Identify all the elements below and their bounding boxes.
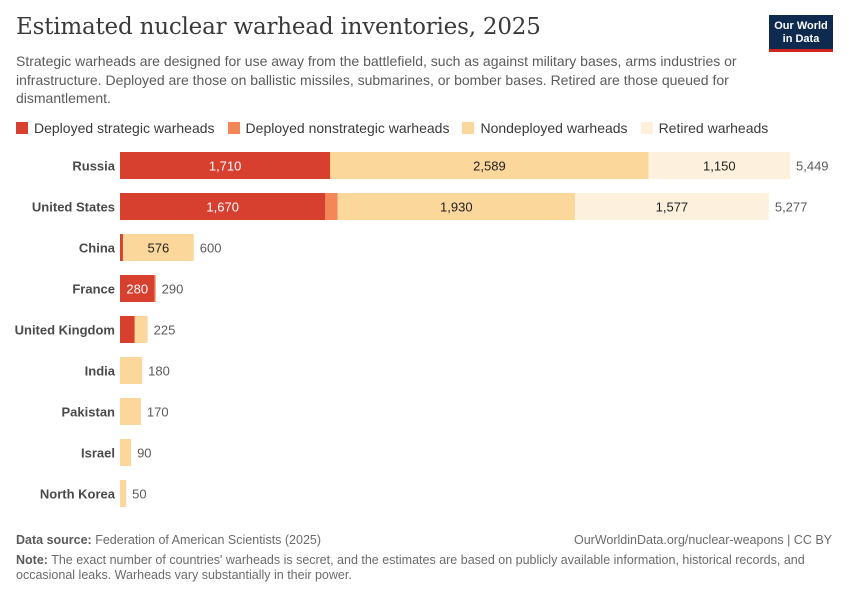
bar-total-label: 170 bbox=[147, 405, 169, 420]
bar-segment-deployed-nonstrategic-warheads bbox=[325, 193, 338, 220]
bar-total-label: 600 bbox=[200, 241, 222, 256]
bar-value-label: 1,150 bbox=[703, 159, 736, 174]
country-label: China bbox=[79, 241, 116, 256]
bar-segment-nondeployed-warheads bbox=[120, 357, 143, 384]
legend-item-retired[interactable]: Retired warheads bbox=[640, 120, 769, 136]
bar-value-label: 1,710 bbox=[209, 159, 242, 174]
country-label: Pakistan bbox=[62, 405, 116, 420]
bar-segment-nondeployed-warheads bbox=[122, 234, 194, 261]
country-label: United Kingdom bbox=[15, 323, 115, 338]
bar-segment-deployed-strategic-warheads bbox=[120, 234, 123, 261]
chart-note: Note: The exact number of countries' war… bbox=[16, 553, 816, 583]
owid-logo[interactable]: Our World in Data bbox=[769, 15, 833, 52]
legend-swatch bbox=[227, 122, 240, 134]
bar-segment-deployed-strategic-warheads bbox=[120, 275, 155, 302]
note-text: The exact number of countries' warheads … bbox=[16, 553, 805, 582]
legend-item-nondeployed[interactable]: Nondeployed warheads bbox=[462, 120, 628, 136]
bar-segment-deployed-nonstrategic-warheads bbox=[154, 275, 156, 302]
bar-segment-retired-warheads bbox=[648, 152, 790, 179]
legend-swatch bbox=[462, 122, 475, 134]
country-label: North Korea bbox=[40, 487, 116, 502]
note-label: Note: bbox=[16, 553, 48, 567]
legend-swatch bbox=[16, 122, 28, 134]
bar-segment-deployed-strategic-warheads bbox=[120, 193, 326, 220]
country-label: Israel bbox=[81, 446, 115, 461]
legend-item-deployed-nonstrategic[interactable]: Deployed nonstrategic warheads bbox=[227, 120, 450, 136]
country-label: Russia bbox=[72, 159, 115, 174]
data-source-label: Data source: bbox=[16, 533, 92, 547]
bar-value-label: 1,930 bbox=[440, 200, 473, 215]
bar-segment-deployed-strategic-warheads bbox=[120, 316, 135, 343]
bar-total-label: 5,277 bbox=[775, 200, 808, 215]
logo-line-2: in Data bbox=[782, 33, 820, 45]
bar-value-label: 576 bbox=[148, 241, 170, 256]
legend-label: Retired warheads bbox=[658, 120, 769, 136]
bar-segment-retired-warheads bbox=[574, 193, 769, 220]
bar-total-label: 225 bbox=[154, 323, 176, 338]
bar-segment-deployed-strategic-warheads bbox=[120, 152, 331, 179]
chart-subtitle: Strategic warheads are designed for use … bbox=[16, 53, 737, 106]
bar-segment-nondeployed-warheads bbox=[134, 316, 148, 343]
legend-label: Deployed nonstrategic warheads bbox=[245, 120, 450, 136]
chart-legend: Deployed strategic warheads Deployed non… bbox=[16, 120, 781, 136]
bar-segment-nondeployed-warheads bbox=[120, 439, 132, 466]
data-source-link[interactable]: Federation of American Scientists (2025) bbox=[95, 533, 322, 547]
bar-segment-nondeployed-warheads bbox=[330, 152, 649, 179]
logo-line-1: Our World bbox=[774, 20, 828, 32]
country-label: France bbox=[72, 282, 115, 297]
bar-segment-nondeployed-warheads bbox=[337, 193, 575, 220]
bar-total-label: 50 bbox=[132, 487, 146, 502]
legend-label: Nondeployed warheads bbox=[480, 120, 628, 136]
bar-value-label: 280 bbox=[126, 282, 148, 297]
legend-label: Deployed strategic warheads bbox=[34, 120, 215, 136]
bar-total-label: 90 bbox=[137, 446, 151, 461]
bar-total-label: 290 bbox=[162, 282, 184, 297]
bar-value-label: 2,589 bbox=[473, 159, 506, 174]
bar-total-label: 5,449 bbox=[796, 159, 829, 174]
bar-total-label: 180 bbox=[148, 364, 170, 379]
country-label: India bbox=[85, 364, 116, 379]
bar-value-label: 1,670 bbox=[206, 200, 239, 215]
country-label: United States bbox=[32, 200, 115, 215]
legend-swatch bbox=[640, 122, 653, 134]
bar-value-label: 1,577 bbox=[656, 200, 689, 215]
legend-item-deployed-strategic[interactable]: Deployed strategic warheads bbox=[16, 120, 215, 136]
credit-link[interactable]: OurWorldinData.org/nuclear-weapons | CC … bbox=[574, 533, 832, 547]
data-source: Data source: Federation of American Scie… bbox=[16, 533, 321, 548]
chart-title: Estimated nuclear warhead inventories, 2… bbox=[16, 14, 541, 40]
bar-segment-nondeployed-warheads bbox=[120, 480, 127, 507]
bar-segment-nondeployed-warheads bbox=[120, 398, 141, 425]
